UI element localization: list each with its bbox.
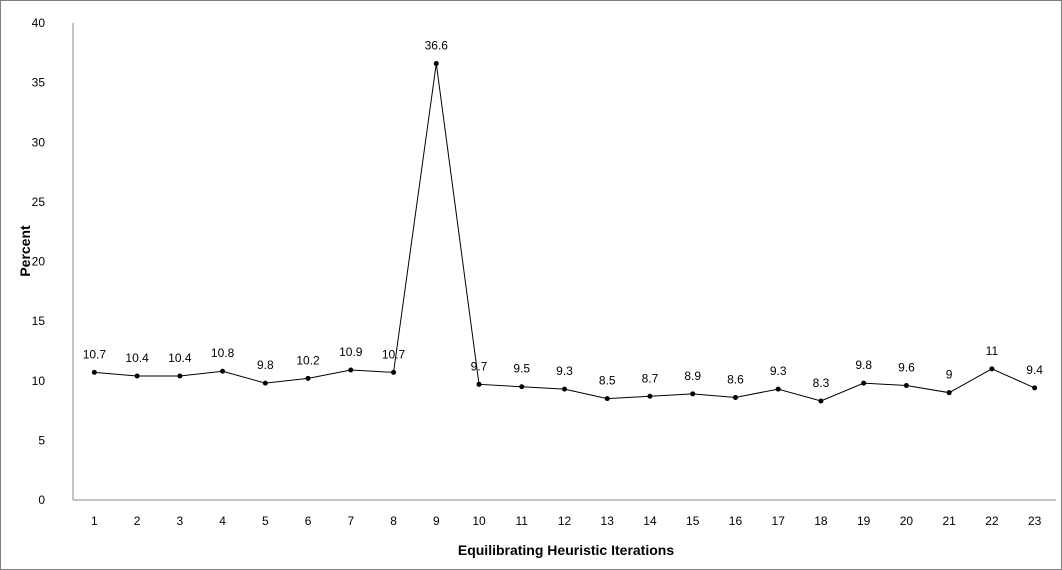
x-tick-label: 9 — [433, 514, 440, 528]
data-point — [348, 367, 354, 373]
axes — [72, 23, 1056, 501]
x-tick-label: 4 — [219, 514, 226, 528]
data-point — [519, 384, 525, 390]
data-point — [818, 398, 824, 404]
x-tick-label: 22 — [985, 514, 999, 528]
y-tick-label: 20 — [32, 255, 46, 269]
data-points — [91, 61, 1038, 404]
x-axis-title: Equilibrating Heuristic Iterations — [458, 542, 674, 558]
data-point — [647, 393, 653, 399]
data-label: 36.6 — [425, 39, 449, 53]
data-point — [562, 386, 567, 392]
data-point — [775, 386, 781, 392]
data-label: 8.5 — [599, 374, 616, 388]
data-point — [690, 391, 696, 397]
data-label: 9.3 — [556, 364, 573, 378]
y-tick-label: 10 — [32, 374, 46, 388]
x-tick-label: 3 — [177, 514, 184, 528]
x-tick-label: 18 — [814, 514, 828, 528]
data-point — [391, 369, 397, 375]
y-tick-label: 35 — [32, 76, 46, 90]
y-tick-labels: 0 5 10 15 20 25 30 35 40 — [32, 16, 46, 507]
data-label: 8.7 — [642, 371, 659, 385]
data-point — [604, 396, 610, 402]
x-tick-label: 13 — [601, 514, 615, 528]
data-label: 8.3 — [813, 376, 830, 390]
x-tick-label: 1 — [91, 514, 98, 528]
data-label: 10.8 — [211, 346, 235, 360]
data-point — [861, 380, 867, 386]
x-tick-label: 6 — [305, 514, 312, 528]
x-tick-label: 15 — [686, 514, 700, 528]
x-tick-label: 14 — [643, 514, 657, 528]
y-tick-label: 30 — [32, 135, 46, 149]
x-tick-label: 17 — [772, 514, 786, 528]
y-tick-label: 40 — [32, 16, 46, 30]
data-label: 10.2 — [296, 353, 320, 367]
data-point — [903, 383, 909, 389]
data-point — [433, 61, 439, 67]
data-label: 11 — [986, 344, 999, 358]
data-point — [1032, 385, 1038, 391]
data-label: 9.7 — [471, 359, 488, 373]
x-tick-label: 10 — [472, 514, 486, 528]
x-tick-labels: 1 2 3 4 5 6 7 8 9 10 11 12 13 14 15 16 17 18 19 20 21 22 23 — [91, 514, 1042, 528]
x-tick-label: 16 — [729, 514, 743, 528]
data-label: 9.6 — [898, 361, 915, 375]
data-point — [134, 373, 140, 379]
y-tick-label: 15 — [32, 314, 46, 328]
series-line — [94, 63, 1035, 402]
x-tick-label: 5 — [262, 514, 269, 528]
y-tick-label: 25 — [32, 195, 46, 209]
data-point — [177, 373, 183, 379]
y-tick-label: 5 — [38, 433, 45, 447]
data-label: 10.4 — [125, 351, 149, 365]
data-point — [220, 368, 226, 374]
data-point — [476, 381, 482, 387]
data-label: 9 — [946, 368, 953, 382]
x-tick-label: 2 — [134, 514, 141, 528]
data-point — [946, 390, 952, 396]
data-label: 9.3 — [770, 364, 787, 378]
data-label: 10.7 — [382, 347, 406, 361]
data-point — [262, 380, 268, 386]
data-label: 10.9 — [339, 345, 363, 359]
x-tick-label: 20 — [900, 514, 914, 528]
data-label: 9.4 — [1026, 363, 1043, 377]
x-tick-label: 8 — [390, 514, 397, 528]
data-point — [91, 369, 97, 375]
data-label: 9.8 — [257, 358, 274, 372]
data-label: 10.7 — [83, 347, 107, 361]
y-axis-title: Percent — [17, 225, 33, 277]
data-label: 8.9 — [684, 369, 701, 383]
x-tick-label: 19 — [857, 514, 871, 528]
data-label: 9.8 — [855, 358, 872, 372]
x-tick-label: 7 — [347, 514, 354, 528]
x-tick-label: 21 — [942, 514, 956, 528]
data-label: 10.4 — [168, 351, 192, 365]
data-point — [989, 366, 995, 372]
x-tick-label: 12 — [558, 514, 572, 528]
x-tick-label: 23 — [1028, 514, 1042, 528]
data-point — [732, 394, 738, 400]
data-label: 8.6 — [727, 372, 744, 386]
y-tick-label: 0 — [38, 493, 45, 507]
data-point — [305, 375, 311, 381]
x-tick-label: 11 — [516, 514, 529, 528]
data-label: 9.5 — [513, 362, 530, 376]
data-labels: 10.7 10.4 10.4 10.8 9.8 10.2 10.9 10.7 36.6 9.7 9.… — [83, 39, 1044, 390]
